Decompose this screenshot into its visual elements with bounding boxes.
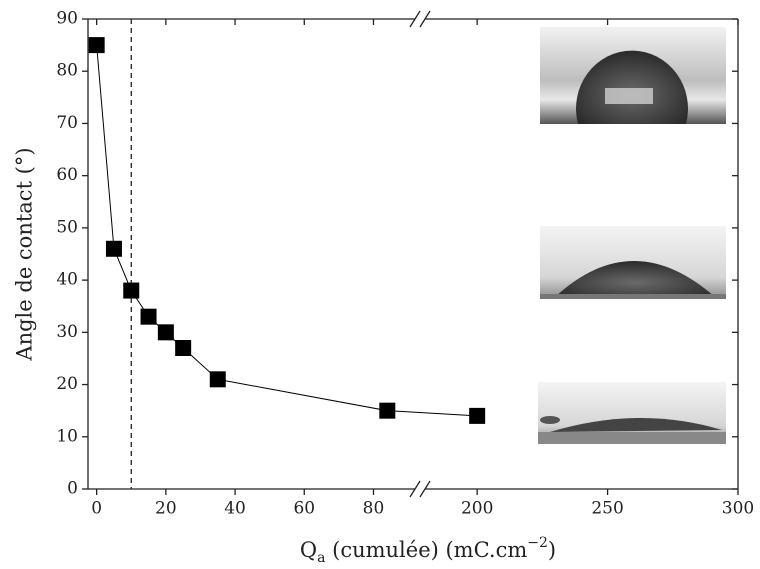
- data-point: [105, 240, 122, 257]
- x-tick-label: 250: [591, 499, 623, 519]
- x-tick-label: 0: [91, 499, 102, 519]
- y-tick-label: 80: [56, 61, 78, 81]
- droplet-photo-mid: [540, 226, 726, 299]
- x-label-main: Q: [300, 538, 317, 562]
- data-point: [175, 340, 192, 356]
- x-tick-label: 60: [293, 499, 315, 519]
- x-axis-label: Qa (cumulée) (mC.cm−2): [300, 535, 556, 566]
- droplet-photo-low: [538, 382, 726, 444]
- data-point: [123, 282, 140, 299]
- y-tick-label: 50: [56, 217, 78, 237]
- y-tick-label: 0: [67, 479, 78, 499]
- y-tick-label: 70: [56, 113, 78, 133]
- data-point: [88, 37, 105, 54]
- x-tick-label: 40: [224, 499, 246, 519]
- axis-break-mark: [409, 480, 421, 498]
- x-tick-label: 80: [363, 499, 385, 519]
- data-point: [157, 324, 174, 341]
- axis-break-mark: [419, 10, 431, 28]
- y-axis-label: Angle de contact (°): [13, 147, 37, 361]
- y-tick-label: 20: [56, 374, 78, 394]
- y-tick-label: 10: [56, 426, 78, 446]
- droplet-photo-high: [540, 27, 726, 124]
- data-point: [209, 371, 226, 388]
- y-tick-label: 40: [56, 270, 78, 290]
- data-line: [96, 45, 478, 417]
- x-label-sup: −2: [527, 535, 548, 551]
- x-label-rest: (cumulée) (mC.cm: [325, 538, 527, 562]
- y-tick-label: 90: [56, 9, 78, 29]
- data-point: [140, 308, 157, 325]
- x-tick-label: 200: [461, 499, 493, 519]
- x-label-sub: a: [317, 550, 325, 566]
- axis-break-mark: [409, 10, 421, 28]
- x-label-end: ): [548, 538, 556, 562]
- data-point: [379, 402, 396, 419]
- y-tick-label: 30: [56, 322, 78, 342]
- x-tick-label: 20: [155, 499, 177, 519]
- y-tick-label: 60: [56, 165, 78, 185]
- x-tick-label: 300: [722, 499, 754, 519]
- data-point: [469, 407, 486, 424]
- axis-break-mark: [419, 480, 431, 498]
